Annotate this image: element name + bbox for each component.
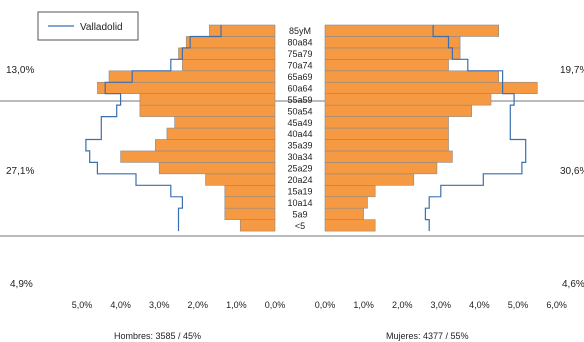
female-bar-80a84 <box>324 36 461 49</box>
group-pct-left-young: 4,9% <box>10 279 33 290</box>
female-bar-25a29 <box>324 162 438 175</box>
x-axis-tick-labels: 5,0% 4,0% 3,0% 2,0% 1,0% 0,0% 0,0% 1,0% 2,0% 3,0%… <box>72 300 567 310</box>
reference-lines <box>85 25 527 232</box>
x-tick-left: 4,0% <box>110 300 131 310</box>
male-bar-35a39 <box>155 139 276 152</box>
x-tick-right: 5,0% <box>508 300 529 310</box>
age-label-65a69: 65a69 <box>287 72 312 82</box>
female-bar-5a9 <box>324 207 364 220</box>
age-label-20a24: 20a24 <box>287 175 312 185</box>
x-tick-right: 1,0% <box>353 300 374 310</box>
female-bar-85yM <box>324 24 499 37</box>
x-tick-left: 2,0% <box>188 300 209 310</box>
age-label-30a34: 30a34 <box>287 152 312 162</box>
female-bar-15a19 <box>324 185 376 198</box>
male-bar-40a44 <box>166 127 276 140</box>
x-tick-right: 4,0% <box>469 300 490 310</box>
x-tick-left: 0,0% <box>265 300 286 310</box>
male-bar-20a24 <box>205 173 276 186</box>
x-tick-right: 0,0% <box>315 300 336 310</box>
age-label-15a19: 15a19 <box>287 186 312 196</box>
reference-line-male <box>85 25 222 232</box>
female-bar-40a44 <box>324 127 449 140</box>
reference-line-female <box>424 25 527 232</box>
female-bar-<5 <box>324 219 376 232</box>
group-pct-right-mid: 30,6% <box>560 166 584 177</box>
male-bar-65a69 <box>108 70 276 83</box>
footer-women: Mujeres: 4377 / 55% <box>386 331 469 341</box>
male-bar-70a74 <box>182 59 276 72</box>
group-pct-right-young: 4,6% <box>562 279 584 290</box>
age-label-75a79: 75a79 <box>287 49 312 59</box>
age-label-70a74: 70a74 <box>287 61 312 71</box>
legend-label: Valladolid <box>80 22 123 33</box>
male-bar-30a34 <box>120 150 276 163</box>
female-bar-10a14 <box>324 196 368 209</box>
male-bar-50a54 <box>139 104 276 117</box>
female-bar-45a49 <box>324 116 449 129</box>
male-bar-80a84 <box>185 36 276 49</box>
age-label-80a84: 80a84 <box>287 38 312 48</box>
x-tick-left: 3,0% <box>149 300 170 310</box>
x-tick-right: 3,0% <box>431 300 452 310</box>
age-label-10a14: 10a14 <box>287 198 312 208</box>
age-label-5a9: 5a9 <box>292 209 307 219</box>
group-percentage-labels: 13,0% 27,1% 4,9% 19,7% 30,6% 4,6% <box>6 65 584 290</box>
female-bar-20a24 <box>324 173 415 186</box>
age-label-45a49: 45a49 <box>287 118 312 128</box>
x-tick-left: 5,0% <box>72 300 93 310</box>
female-bars <box>324 24 538 232</box>
male-bar-10a14 <box>224 196 276 209</box>
footer-men: Hombres: 3585 / 45% <box>114 331 201 341</box>
age-label-35a39: 35a39 <box>287 141 312 151</box>
age-label-85yM: 85yM <box>289 26 311 36</box>
female-bar-75a79 <box>324 47 461 60</box>
group-pct-right-old: 19,7% <box>560 65 584 76</box>
male-bar-85yM <box>209 24 276 37</box>
male-bar-5a9 <box>224 207 276 220</box>
male-bar-75a79 <box>178 47 276 60</box>
female-bar-60a64 <box>324 81 538 94</box>
male-bars <box>97 24 276 232</box>
male-bar-45a49 <box>174 116 276 129</box>
age-label-<5: <5 <box>295 221 305 231</box>
female-bar-55a59 <box>324 93 492 106</box>
x-tick-left: 1,0% <box>226 300 247 310</box>
male-bar-25a29 <box>158 162 276 175</box>
female-bar-65a69 <box>324 70 499 83</box>
male-bar-<5 <box>239 219 276 232</box>
male-bar-15a19 <box>224 185 276 198</box>
legend: Valladolid <box>37 11 139 41</box>
age-label-50a54: 50a54 <box>287 106 312 116</box>
age-label-40a44: 40a44 <box>287 129 312 139</box>
male-bar-55a59 <box>139 93 276 106</box>
group-pct-left-old: 13,0% <box>6 65 34 76</box>
female-bar-35a39 <box>324 139 449 152</box>
x-tick-right: 6,0% <box>546 300 567 310</box>
age-label-55a59: 55a59 <box>287 95 312 105</box>
group-pct-left-mid: 27,1% <box>6 166 34 177</box>
male-bar-60a64 <box>97 81 276 94</box>
female-bar-50a54 <box>324 104 472 117</box>
x-tick-right: 2,0% <box>392 300 413 310</box>
female-bar-70a74 <box>324 59 449 72</box>
age-label-60a64: 60a64 <box>287 83 312 93</box>
age-label-25a29: 25a29 <box>287 164 312 174</box>
female-bar-30a34 <box>324 150 453 163</box>
